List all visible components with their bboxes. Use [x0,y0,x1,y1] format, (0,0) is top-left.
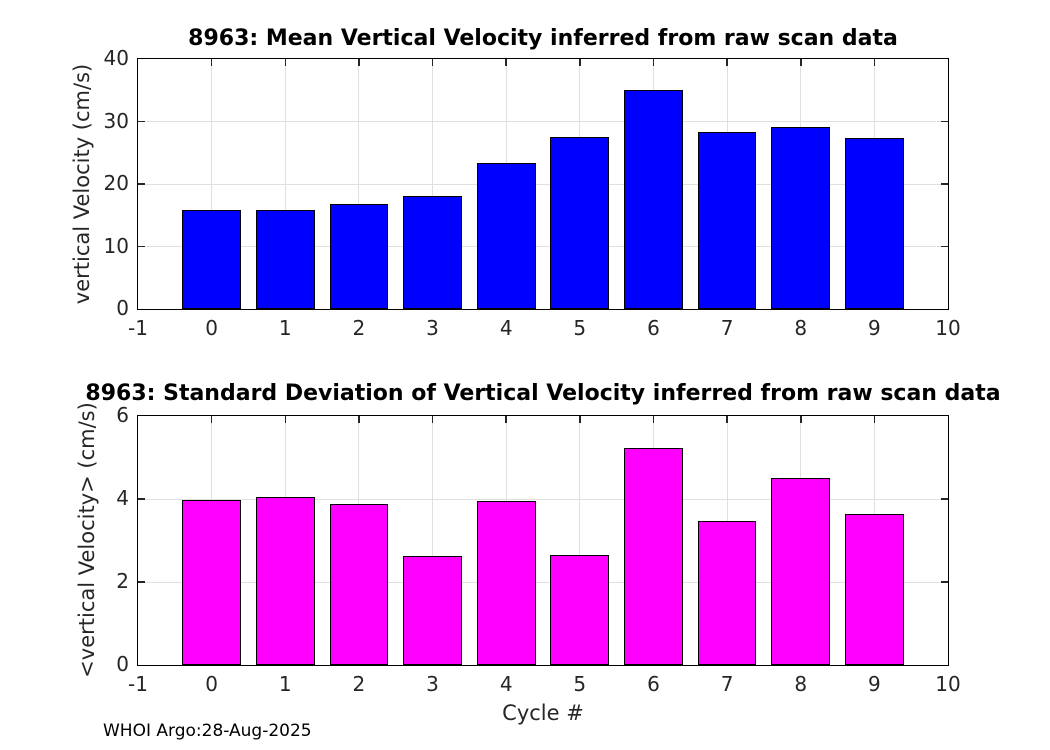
x-tick-label: 5 [573,316,587,340]
bar [476,501,536,665]
x-tick-mark [431,59,434,66]
x-tick-mark [358,416,360,423]
bar [550,554,610,665]
x-tick-mark [652,59,655,66]
gridline-horizontal [138,581,948,583]
bar [255,210,315,309]
x-tick-label: 9 [868,316,881,340]
bar [329,204,389,309]
x-tick-mark [652,416,655,423]
chart-title-mean: 8963: Mean Vertical Velocity inferred fr… [188,26,898,51]
y-tick-mark [941,120,948,123]
bar [624,90,683,309]
x-tick-label: 8 [794,672,808,696]
x-tick-mark [800,416,802,423]
y-tick-mark [941,498,948,500]
y-tick-label: 40 [103,46,129,70]
bar [182,209,242,309]
bar [182,499,242,665]
y-tick-mark [941,183,948,185]
y-tick-label: 4 [116,486,129,510]
x-axis-label: Cycle # [502,701,584,725]
x-tick-label: -1 [128,316,148,340]
bar [697,132,757,309]
x-tick-label: 4 [499,316,513,340]
x-tick-label: 7 [720,316,734,340]
x-tick-mark [431,416,434,423]
bar [403,556,462,665]
y-tick-label: 0 [116,296,129,320]
y-tick-mark [138,581,145,583]
bar [255,496,315,665]
x-tick-label: 1 [278,316,292,340]
x-tick-label: 5 [573,672,587,696]
x-tick-mark [873,416,876,423]
gridline-vertical [579,416,581,665]
y-tick-label: 10 [103,233,129,258]
x-tick-mark [800,59,802,66]
x-tick-mark [873,59,876,66]
bar [844,513,904,665]
y-tick-mark [138,498,145,500]
gridline-horizontal [138,498,948,500]
y-tick-mark [941,245,948,248]
x-tick-label: 3 [426,316,439,340]
gridline-horizontal [138,121,948,122]
x-tick-mark [505,416,507,423]
x-tick-label: -1 [128,672,148,696]
y-tick-label: 30 [103,108,129,133]
bar [771,478,831,665]
x-tick-mark [284,416,286,423]
bar [550,137,610,309]
x-tick-label: 7 [720,672,734,696]
x-tick-mark [210,59,213,66]
x-tick-mark [726,416,728,423]
mean-velocity-plot: -1 0 1 2 3 4 5 6 7 8 9 10 0 10 20 30 40 [104,47,961,339]
y-tick-mark [941,581,948,583]
chart-title-std: 8963: Standard Deviation of Vertical Vel… [85,381,1001,406]
x-tick-mark [358,59,360,66]
x-tick-label: 9 [868,672,881,696]
bar [403,195,462,309]
x-tick-label: 1 [278,672,292,696]
x-tick-label: 3 [426,672,439,696]
y-tick-label: 20 [103,171,129,195]
x-tick-mark [579,59,581,66]
x-tick-label: 2 [352,316,366,340]
bar [329,504,389,665]
x-tick-mark [579,416,581,423]
x-tick-mark [210,416,213,423]
y-tick-mark [138,183,145,185]
y-tick-mark [138,120,145,123]
std-velocity-plot: -1 0 1 2 3 4 5 6 7 8 9 10 0 2 4 6 [116,404,960,695]
y-tick-label: 2 [116,569,129,593]
bar [771,126,831,309]
x-tick-mark [505,59,507,66]
x-tick-mark [726,59,728,66]
bar [844,137,904,309]
x-tick-label: 10 [935,316,961,340]
gridline-horizontal [138,246,948,247]
x-tick-label: 6 [647,316,660,340]
y-tick-label: 0 [116,652,129,676]
bar [476,162,536,309]
footer-note: WHOI Argo:28-Aug-2025 [103,721,312,741]
y-tick-mark [138,245,145,248]
x-tick-label: 0 [205,316,218,340]
y-tick-label: 6 [116,403,129,427]
y-axis-label-std: <vertical Velocity> (cm/s) [75,402,99,678]
gridline-vertical [432,416,433,665]
x-tick-label: 10 [935,672,961,696]
x-tick-label: 6 [647,672,660,696]
x-tick-mark [284,59,286,66]
bar [624,448,683,665]
x-tick-label: 8 [794,316,808,340]
x-tick-label: 2 [352,672,366,696]
x-tick-label: 0 [205,672,218,696]
gridline-horizontal [138,183,948,185]
x-tick-label: 4 [499,672,513,696]
bar [697,521,757,665]
